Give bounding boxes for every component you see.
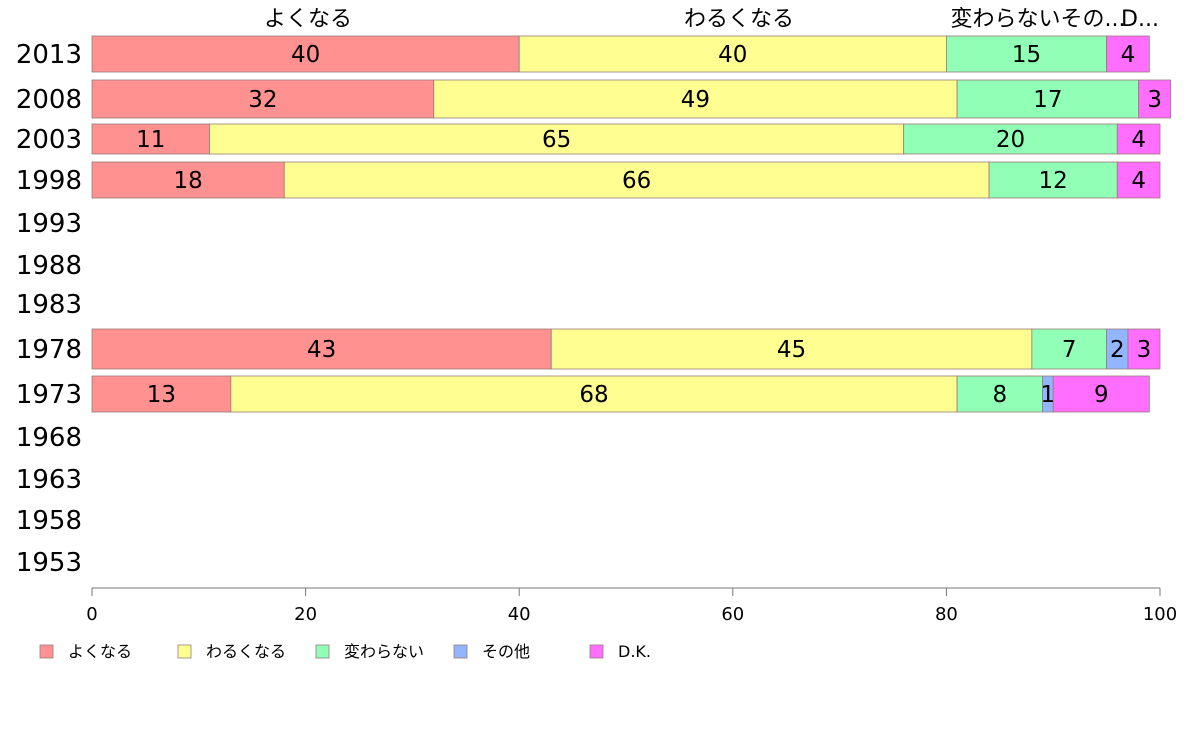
- year-label: 1963: [16, 465, 82, 495]
- bar-value-label: 9: [1094, 382, 1109, 408]
- legend-swatch: [589, 644, 604, 659]
- bar-value-label: 18: [173, 168, 202, 194]
- bar-value-label: 11: [136, 127, 165, 153]
- year-label: 2003: [16, 125, 82, 155]
- year-label: 1958: [16, 506, 82, 536]
- x-tick-label: 80: [935, 604, 958, 625]
- bar-segment: [91, 79, 435, 119]
- bar-value-label: 68: [579, 382, 608, 408]
- bar-value-label: 12: [1039, 168, 1068, 194]
- column-header-label: 変わらないその...: [951, 7, 1126, 32]
- legend-label: わるくなる: [206, 642, 286, 661]
- bar-value-label: 4: [1121, 42, 1136, 68]
- year-label: 1993: [16, 209, 82, 239]
- bar-value-label: 2: [1110, 337, 1125, 363]
- bar-value-label: 40: [291, 42, 320, 68]
- bar-value-label: 45: [777, 337, 806, 363]
- bar-value-label: 3: [1147, 87, 1162, 113]
- bar-segment: [283, 161, 990, 199]
- x-tick-label: 60: [721, 604, 744, 625]
- legend-swatch: [177, 644, 192, 659]
- legend-label: 変わらない: [344, 642, 424, 661]
- x-tick-label: 100: [1143, 604, 1177, 625]
- bar-value-label: 32: [248, 87, 277, 113]
- bar-segment: [956, 375, 1043, 413]
- column-header-label: D...: [1121, 7, 1159, 32]
- bar-segment: [550, 328, 1033, 370]
- bar-segment: [230, 375, 958, 413]
- bar-segment: [1127, 328, 1161, 370]
- bar-value-label: 15: [1012, 42, 1041, 68]
- bar-value-label: 4: [1131, 127, 1146, 153]
- bar-segment: [1116, 123, 1161, 155]
- bar-segment: [1138, 79, 1172, 119]
- bars: 40 40 15 432 49 17 311 65 20 418 66 12 443 45 7 2 313 68 8…: [91, 35, 1172, 413]
- column-header-label: よくなる: [264, 7, 352, 32]
- legend-swatch: [453, 644, 468, 659]
- x-tick-label: 40: [508, 604, 531, 625]
- bar-value-label: 1: [1041, 382, 1056, 408]
- legend-swatch: [315, 644, 330, 659]
- bar-segment: [91, 35, 520, 73]
- bar-value-label: 40: [718, 42, 747, 68]
- column-header-labels: よくなる わるくなる 変わらないその... D...: [264, 7, 1159, 32]
- year-label: 1953: [16, 548, 82, 578]
- legend: よくなる わるくなる 変わらない その他 D.K.: [39, 642, 651, 661]
- x-tick-label: 20: [294, 604, 317, 625]
- bar-segment: [91, 328, 552, 370]
- bar-segment: [1052, 375, 1150, 413]
- bar-value-label: 17: [1033, 87, 1062, 113]
- bar-value-label: 49: [681, 87, 710, 113]
- year-label: 1998: [16, 166, 82, 196]
- bar-segment: [91, 161, 285, 199]
- bar-value-label: 65: [542, 127, 571, 153]
- bar-segment: [91, 123, 210, 155]
- year-label: 1973: [16, 380, 82, 410]
- legend-label: D.K.: [618, 642, 651, 661]
- year-label: 1983: [16, 290, 82, 320]
- bar-segment: [1031, 328, 1107, 370]
- year-label: 1988: [16, 251, 82, 281]
- year-label: 1978: [16, 335, 82, 365]
- bar-segment: [1106, 35, 1150, 73]
- x-axis: 0 20 40 60 80 100: [86, 587, 1177, 625]
- bar-segment: [956, 79, 1140, 119]
- bar-value-label: 3: [1137, 337, 1152, 363]
- year-label: 1968: [16, 423, 82, 453]
- year-label: 2013: [16, 40, 82, 70]
- year-label: 2008: [16, 85, 82, 115]
- bar-value-label: 7: [1062, 337, 1077, 363]
- year-labels: 2013 2008 2003 1998 1993 1988 1983 1978 1973 1968…: [16, 40, 82, 578]
- bar-segment: [1116, 161, 1161, 199]
- bar-value-label: 4: [1131, 168, 1146, 194]
- bar-value-label: 13: [147, 382, 176, 408]
- legend-label: よくなる: [68, 642, 132, 661]
- legend-label: その他: [482, 642, 530, 661]
- bar-segment: [518, 35, 947, 73]
- bar-segment: [209, 123, 905, 155]
- x-tick-label: 0: [86, 604, 97, 625]
- bar-segment: [433, 79, 958, 119]
- bar-value-label: 43: [307, 337, 336, 363]
- bar-value-label: 20: [996, 127, 1025, 153]
- column-header-label: わるくなる: [684, 7, 794, 32]
- bar-value-label: 8: [992, 382, 1007, 408]
- bar-segment: [91, 375, 232, 413]
- legend-swatch: [39, 644, 54, 659]
- bar-value-label: 66: [622, 168, 651, 194]
- bar-segment: [946, 35, 1108, 73]
